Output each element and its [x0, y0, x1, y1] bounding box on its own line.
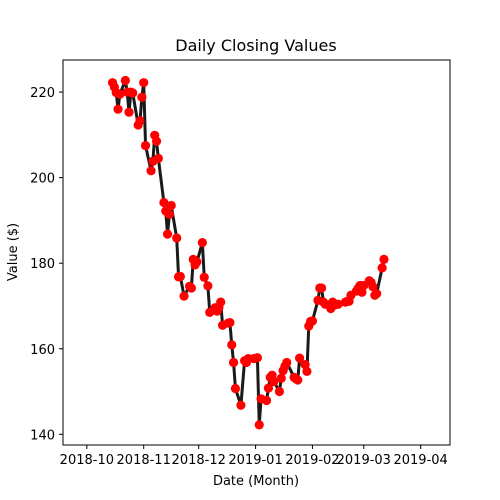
- data-point: [176, 272, 185, 281]
- y-tick-label: 140: [30, 428, 55, 443]
- data-point: [154, 154, 163, 163]
- data-point: [165, 210, 174, 219]
- data-point: [262, 396, 271, 405]
- data-point: [255, 420, 264, 429]
- data-point: [187, 283, 196, 292]
- data-point: [378, 263, 387, 272]
- chart-title: Daily Closing Values: [175, 36, 336, 55]
- data-point: [293, 375, 302, 384]
- data-point: [308, 316, 317, 325]
- x-tick-label: 2018-11: [117, 453, 171, 468]
- y-axis-label: Value ($): [6, 223, 21, 281]
- data-point: [277, 374, 286, 383]
- data-point: [225, 318, 234, 327]
- data-point: [231, 384, 240, 393]
- data-point: [152, 137, 161, 146]
- x-axis-label: Date (Month): [213, 474, 299, 489]
- data-point: [121, 76, 130, 85]
- data-point: [113, 105, 122, 114]
- y-tick-label: 220: [30, 86, 55, 101]
- data-point: [275, 387, 284, 396]
- x-tick-label: 2019-02: [285, 453, 339, 468]
- data-point: [379, 255, 388, 264]
- data-point: [372, 289, 381, 298]
- data-point: [163, 230, 172, 239]
- data-point: [141, 141, 150, 150]
- data-point: [135, 116, 144, 125]
- data-point: [282, 358, 291, 367]
- x-tick-label: 2018-10: [60, 453, 114, 468]
- x-tick-label: 2019-04: [393, 453, 447, 468]
- data-point: [128, 88, 137, 97]
- data-point: [229, 358, 238, 367]
- x-tick-label: 2019-01: [228, 453, 282, 468]
- data-point: [302, 367, 311, 376]
- data-point: [172, 233, 181, 242]
- data-point: [236, 401, 245, 410]
- x-tick-label: 2018-12: [172, 453, 226, 468]
- y-tick-label: 180: [30, 257, 55, 272]
- data-point: [216, 298, 225, 307]
- data-point: [146, 166, 155, 175]
- data-point: [253, 353, 262, 362]
- data-point: [200, 273, 209, 282]
- y-tick-label: 200: [30, 172, 55, 187]
- data-point: [179, 292, 188, 301]
- data-point: [192, 257, 201, 266]
- data-point: [227, 340, 236, 349]
- data-point: [198, 238, 207, 247]
- x-tick-label: 2019-03: [337, 453, 391, 468]
- data-point: [203, 281, 212, 290]
- data-point: [167, 201, 176, 210]
- data-point: [137, 93, 146, 102]
- data-point: [139, 78, 148, 87]
- y-tick-label: 160: [30, 343, 55, 358]
- data-point: [124, 108, 133, 117]
- data-point: [317, 283, 326, 292]
